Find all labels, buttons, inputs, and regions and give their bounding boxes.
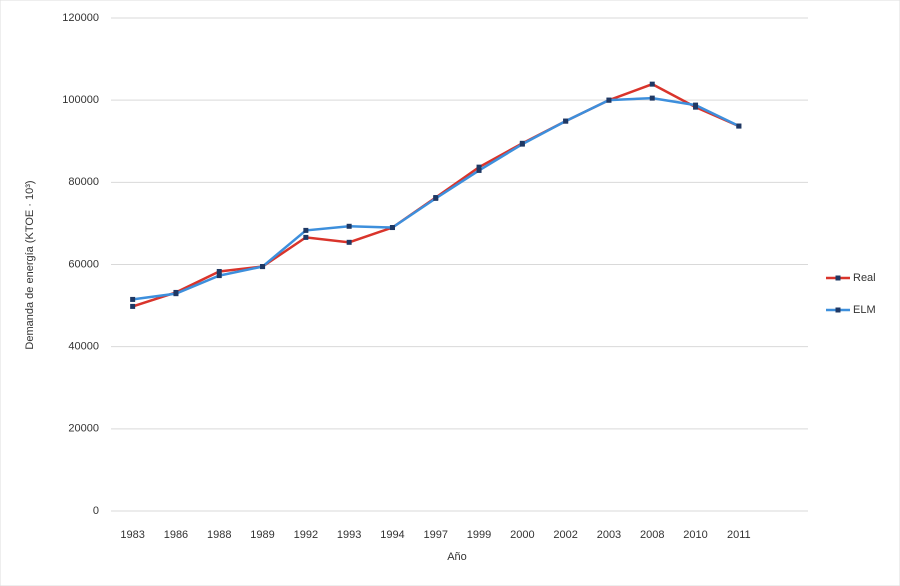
legend-marker — [835, 307, 841, 313]
point-marker — [130, 296, 136, 302]
point-marker — [649, 95, 655, 101]
x-tick-label: 2002 — [553, 529, 577, 541]
x-tick-label: 1999 — [467, 529, 491, 541]
legend-label: Real — [853, 272, 876, 284]
point-marker — [130, 303, 136, 309]
x-tick-label: 1992 — [294, 529, 318, 541]
x-tick-label: 1989 — [250, 529, 274, 541]
legend-marker — [835, 275, 841, 281]
point-marker — [260, 264, 266, 270]
point-marker — [216, 268, 222, 274]
point-marker — [736, 123, 742, 129]
point-marker — [519, 141, 525, 147]
point-marker — [303, 227, 309, 233]
x-tick-label: 1983 — [120, 529, 144, 541]
x-tick-label: 2011 — [727, 529, 751, 541]
point-marker — [606, 97, 612, 103]
point-marker — [693, 102, 699, 108]
point-marker — [476, 164, 482, 170]
y-tick-label: 100000 — [62, 94, 99, 106]
point-marker — [303, 234, 309, 240]
point-marker — [346, 223, 352, 229]
x-tick-label: 2003 — [597, 529, 621, 541]
point-marker — [563, 118, 569, 124]
y-tick-label: 0 — [93, 505, 99, 517]
x-axis-label: Año — [447, 551, 467, 563]
point-marker — [476, 167, 482, 173]
point-marker — [216, 273, 222, 279]
y-tick-label: 60000 — [68, 258, 99, 270]
x-tick-label: 1994 — [380, 529, 404, 541]
y-tick-label: 80000 — [68, 176, 99, 188]
point-marker — [346, 239, 352, 245]
x-tick-label: 1993 — [337, 529, 361, 541]
point-marker — [433, 195, 439, 201]
x-tick-label: 2010 — [683, 529, 707, 541]
x-tick-label: 1986 — [164, 529, 188, 541]
x-tick-label: 1988 — [207, 529, 231, 541]
x-tick-label: 1997 — [424, 529, 448, 541]
x-tick-label: 2000 — [510, 529, 534, 541]
point-marker — [389, 225, 395, 231]
point-marker — [173, 291, 179, 297]
y-tick-label: 40000 — [68, 341, 99, 353]
y-axis-label: Demanda de energía (KTOE · 10³) — [24, 180, 36, 349]
y-tick-label: 120000 — [62, 12, 99, 24]
y-tick-label: 20000 — [68, 423, 99, 435]
x-tick-label: 2008 — [640, 529, 664, 541]
point-marker — [649, 81, 655, 87]
legend-label: ELM — [853, 304, 876, 316]
